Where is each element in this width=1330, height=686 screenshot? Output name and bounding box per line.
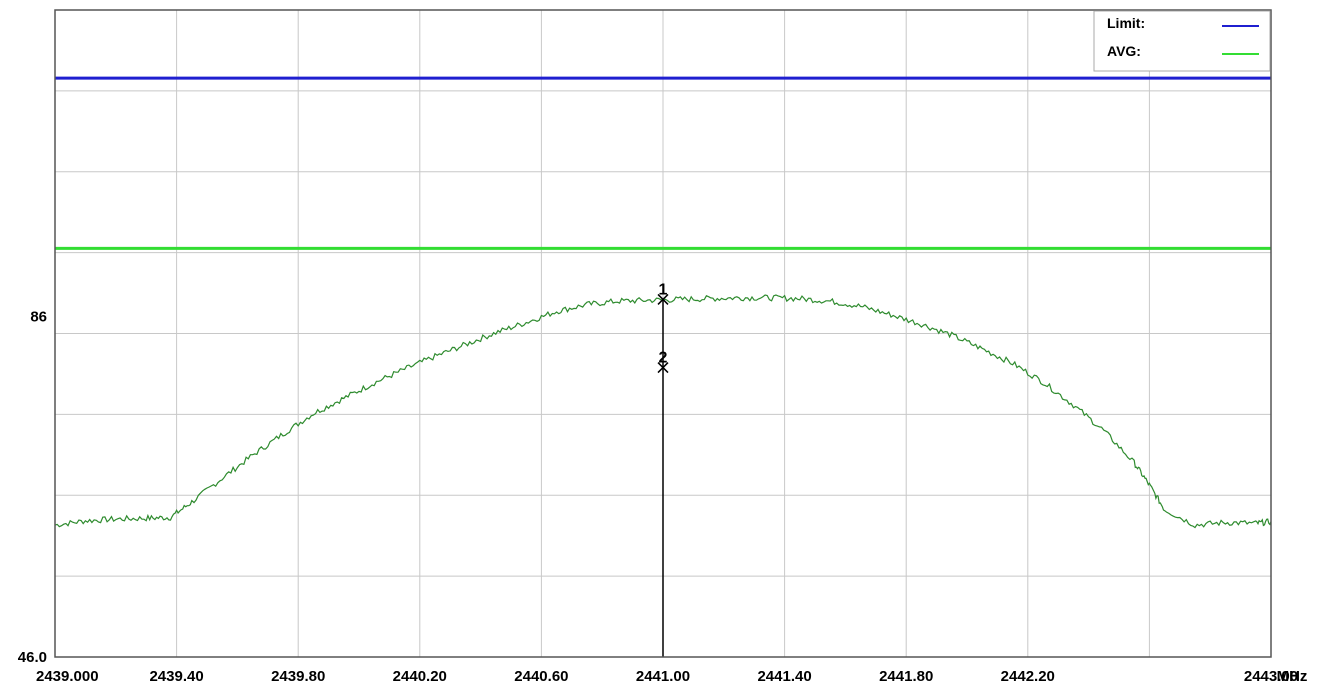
x-tick-label: 2439.000	[36, 668, 99, 685]
plot-frame	[54, 9, 1272, 658]
limit-lines	[55, 76, 1271, 250]
x-tick-label: 2439.40	[149, 668, 203, 685]
legend-label: AVG:	[1107, 43, 1141, 59]
x-tick-label: 2439.80	[271, 668, 325, 685]
series-layer	[54, 294, 1272, 529]
x-tick-label: 2441.00	[636, 668, 690, 685]
x-tick-label: 2441.80	[879, 668, 933, 685]
x-tick-label: 2443.00	[1244, 668, 1298, 685]
legend-box	[1093, 10, 1271, 72]
marker-2-cross	[657, 362, 669, 374]
y-tick-label: 46.0	[18, 649, 47, 666]
y-axis-ticks: 86 46.0	[18, 308, 47, 666]
marker-1-cross	[657, 293, 669, 305]
x-tick-label: 2441.40	[757, 668, 811, 685]
x-tick-label: 2440.20	[393, 668, 447, 685]
y-tick-label: 86	[30, 308, 47, 325]
marker-2-label: 2	[659, 350, 668, 367]
marker-1-label: 1	[659, 281, 668, 298]
x-axis-ticks: 2439.000 2439.40 2439.80 2440.20 2440.60 2441…	[36, 668, 1307, 685]
legend: Limit: AVG:	[1093, 10, 1271, 72]
markers-layer: 12	[657, 281, 669, 657]
x-tick-label: 2442.20	[1001, 668, 1055, 685]
series-trace-0	[54, 294, 1272, 529]
legend-label: Limit:	[1107, 15, 1145, 31]
x-unit-label: MHz	[1277, 668, 1308, 685]
x-tick-label: 2440.60	[514, 668, 568, 685]
